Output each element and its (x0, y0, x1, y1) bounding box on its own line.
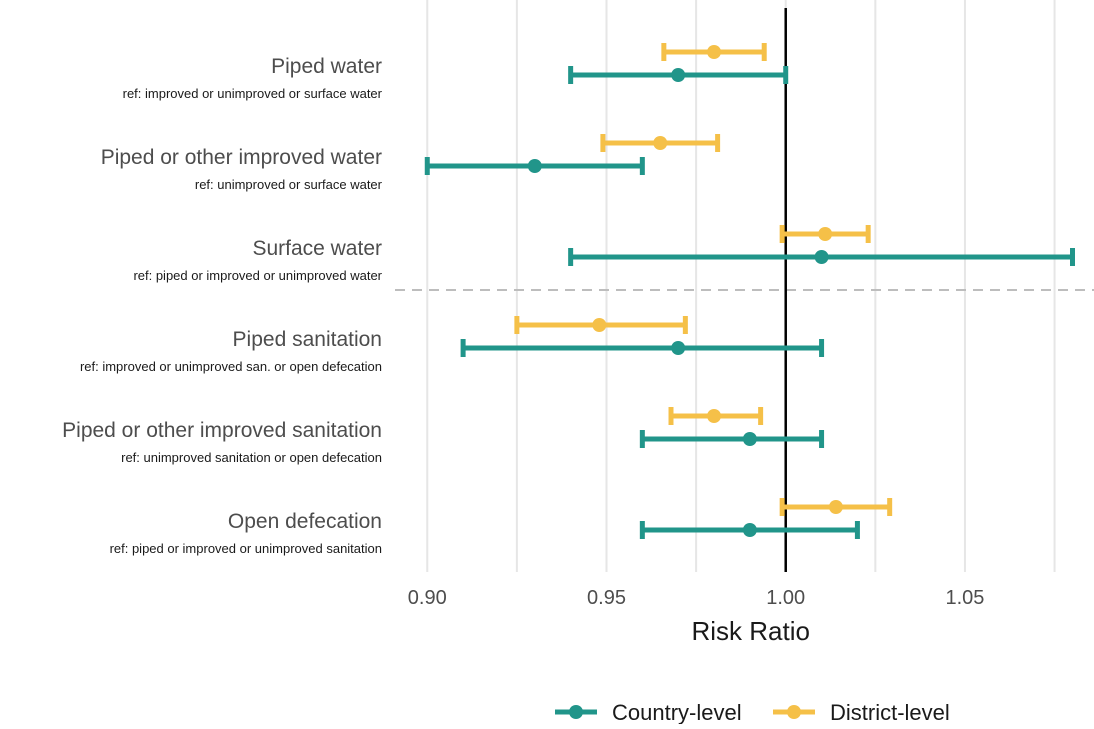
point-estimate (818, 227, 833, 241)
grid-lines (426, 0, 1056, 572)
point-estimate (742, 432, 757, 446)
point-estimate (653, 136, 668, 150)
point-estimate (592, 318, 607, 332)
point-estimate (742, 523, 757, 537)
series-country-level (424, 66, 1075, 539)
reference-label: ref: unimproved or surface water (195, 177, 383, 192)
point-estimate (671, 68, 686, 82)
point-estimate (828, 500, 843, 514)
legend (555, 705, 815, 719)
reference-label: ref: improved or unimproved or surface w… (123, 86, 383, 101)
reference-label: ref: improved or unimproved san. or open… (80, 359, 382, 374)
reference-label: ref: piped or improved or unimproved wat… (133, 268, 382, 283)
point-estimate (527, 159, 542, 173)
series-district-level (514, 43, 893, 516)
x-tick-label: 1.00 (766, 587, 805, 609)
reference-label: ref: piped or improved or unimproved san… (110, 541, 382, 556)
point-estimate (814, 250, 829, 264)
point-estimate (671, 341, 686, 355)
category-label: Surface water (252, 237, 382, 260)
point-estimate (707, 409, 722, 423)
legend-key-point (787, 705, 801, 719)
category-label: Open defecation (228, 510, 382, 533)
x-tick-label: 0.95 (587, 587, 626, 609)
reference-label: ref: unimproved sanitation or open defec… (121, 450, 382, 465)
category-label: Piped or other improved water (101, 146, 382, 169)
x-tick-label: 0.90 (408, 587, 447, 609)
legend-label: District-level (830, 700, 950, 724)
legend-key-point (569, 705, 583, 719)
point-estimate (707, 45, 722, 59)
category-label: Piped or other improved sanitation (62, 419, 382, 442)
category-label: Piped water (271, 55, 382, 78)
legend-label: Country-level (612, 700, 742, 724)
category-label: Piped sanitation (233, 328, 382, 351)
x-axis-title: Risk Ratio (691, 616, 809, 646)
x-tick-label: 1.05 (945, 587, 984, 609)
